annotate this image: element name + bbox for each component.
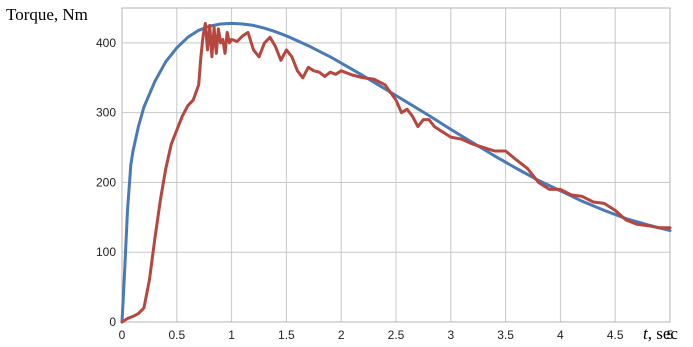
x-tick-label: 3.5 — [497, 328, 514, 342]
x-tick-label: 2.5 — [388, 328, 405, 342]
y-tick-labels: 0 100 200 300 400 — [96, 36, 116, 329]
y-axis-title: Torque, Nm — [6, 5, 88, 24]
x-axis-title: t, sec — [643, 324, 678, 343]
x-tick-labels: 0 0.5 1 1.5 2 2.5 3 3.5 4 4.5 5 — [119, 328, 674, 342]
x-axis-unit: , sec — [648, 324, 679, 343]
x-tick-label: 2 — [338, 328, 345, 342]
grid — [122, 8, 670, 322]
x-tick-label: 1 — [228, 328, 235, 342]
x-tick-label: 5 — [667, 328, 674, 342]
x-tick-label: 4 — [557, 328, 564, 342]
x-tick-label: 1.5 — [278, 328, 295, 342]
x-tick-label: 4.5 — [607, 328, 624, 342]
x-tick-label: 3 — [447, 328, 454, 342]
y-tick-label: 400 — [96, 36, 116, 50]
series-line-blue — [120, 21, 672, 324]
y-tick-label: 200 — [96, 175, 116, 189]
y-tick-label: 300 — [96, 106, 116, 120]
y-tick-label: 100 — [96, 245, 116, 259]
series-line-red — [120, 21, 672, 324]
plot-frame — [121, 7, 671, 323]
x-axis-var: t — [643, 324, 649, 343]
series-layer — [120, 21, 672, 324]
y-tick-label: 0 — [109, 315, 116, 329]
x-tick-label: 0.5 — [168, 328, 185, 342]
x-tick-label: 0 — [119, 328, 126, 342]
